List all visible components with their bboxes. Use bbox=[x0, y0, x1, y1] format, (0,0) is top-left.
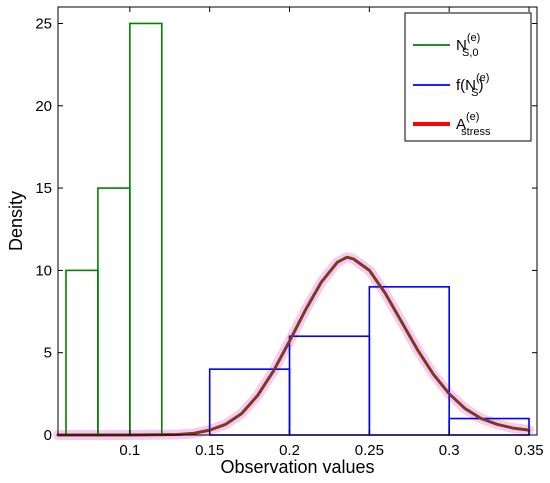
x-axis-title: Observation values bbox=[220, 457, 374, 477]
x-tick-label: 0.3 bbox=[439, 442, 460, 459]
histogram-bar-series1-bin1 bbox=[288, 335, 371, 436]
y-tick-label: 25 bbox=[35, 15, 52, 32]
y-tick-label: 15 bbox=[35, 180, 52, 197]
x-tick-label: 0.15 bbox=[195, 442, 224, 459]
curve-layer bbox=[56, 255, 531, 437]
histogram-bar-series0-bin2 bbox=[129, 22, 163, 436]
ticks-layer: 0.1 0.15 0.2 0.25 0.3 0.35 0 5 10 15 20 25 bbox=[35, 7, 544, 459]
y-tick-label: 10 bbox=[35, 262, 52, 279]
y-tick-label: 20 bbox=[35, 98, 52, 115]
legend-label-series2: A(e) stress bbox=[456, 111, 491, 138]
histogram-bar-series1-bin2 bbox=[368, 286, 450, 436]
histogram-bar-series0-bin0 bbox=[65, 269, 99, 436]
curve-glow bbox=[53, 252, 534, 440]
legend-box bbox=[404, 12, 532, 142]
histogram-bar-series0-bin1 bbox=[97, 187, 131, 436]
curve-glow-layer bbox=[53, 252, 534, 440]
legend-label-series0: N(e) S,0 bbox=[456, 32, 480, 59]
legend-label-series1: f(N(e) S) bbox=[456, 72, 489, 99]
legend: N(e) S,0 f(N(e) S) A(e) stress bbox=[404, 12, 532, 142]
x-tick-label: 0.25 bbox=[355, 442, 384, 459]
density-curve bbox=[56, 255, 531, 437]
plot-frame bbox=[57, 6, 538, 436]
y-axis-title: Density bbox=[6, 191, 26, 251]
x-tick-label: 0.1 bbox=[119, 442, 140, 459]
x-tick-label: 0.35 bbox=[514, 442, 543, 459]
x-tick-label: 0.2 bbox=[279, 442, 300, 459]
y-tick-label: 0 bbox=[44, 427, 52, 444]
y-tick-label: 5 bbox=[44, 345, 52, 362]
